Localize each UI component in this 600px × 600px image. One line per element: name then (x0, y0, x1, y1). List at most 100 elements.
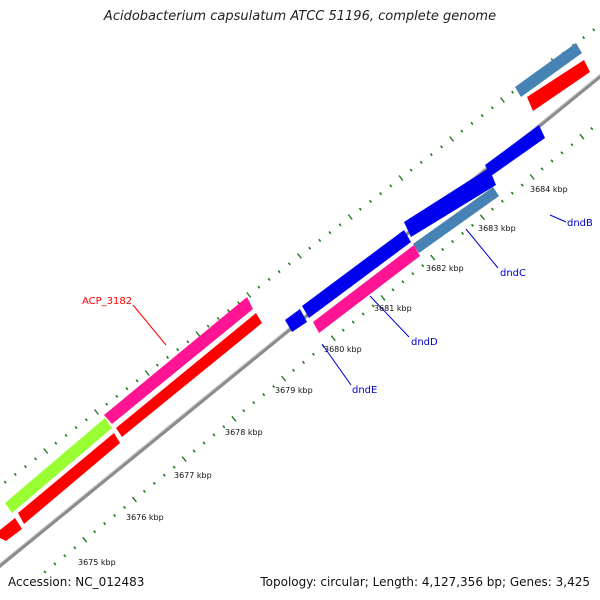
minor-tick (257, 285, 261, 289)
minor-tick (490, 207, 494, 211)
minor-tick (13, 472, 17, 477)
minor-tick (23, 465, 27, 469)
major-tick (330, 335, 336, 342)
accession-label: Accession: NC_012483 (8, 575, 145, 589)
gene-magenta-dndD[interactable] (313, 245, 420, 333)
major-tick (529, 174, 535, 180)
minor-tick (460, 129, 464, 133)
gene-label-dndb[interactable]: dndB (567, 218, 593, 229)
gene-red-left[interactable] (18, 433, 120, 524)
minor-tick (409, 168, 413, 172)
kbp-label: 3677 kbp (174, 471, 212, 480)
minor-tick (480, 114, 484, 118)
gene-red-top[interactable] (527, 60, 590, 111)
minor-tick (358, 207, 362, 211)
minor-tick (311, 352, 315, 356)
minor-tick (338, 223, 342, 227)
gene-magenta-acp[interactable] (104, 297, 253, 424)
minor-tick (451, 239, 455, 244)
gene-steelblue-top[interactable] (515, 43, 582, 97)
gene-label-dndd[interactable]: dndD (411, 337, 438, 348)
kbp-label: 3675 kbp (78, 558, 116, 567)
minor-tick (3, 480, 7, 484)
minor-tick (152, 481, 156, 485)
minor-tick (272, 384, 276, 389)
minor-tick (74, 426, 78, 430)
gene-steelblue-dndC[interactable] (413, 187, 499, 253)
kbp-label: 3684 kbp (530, 185, 568, 194)
minor-tick (267, 277, 271, 281)
minor-tick (308, 246, 312, 250)
minor-tick (226, 309, 230, 313)
minor-tick (520, 183, 524, 187)
minor-tick (590, 126, 594, 131)
major-tick (479, 214, 486, 221)
minor-tick (371, 304, 375, 308)
minor-tick (570, 143, 574, 147)
major-tick (246, 292, 252, 298)
minor-tick (113, 513, 117, 518)
minor-tick (43, 570, 47, 574)
minor-tick (391, 288, 395, 292)
gene-red-edge[interactable] (0, 518, 22, 541)
minor-tick (440, 145, 444, 149)
minor-tick (379, 192, 383, 196)
minor-tick (419, 160, 423, 164)
major-tick (131, 496, 137, 503)
minor-tick (301, 360, 306, 365)
minor-tick (511, 90, 515, 94)
gene-blue-dndB[interactable] (485, 125, 545, 176)
minor-tick (172, 465, 176, 469)
minor-tick (510, 191, 514, 195)
major-tick (93, 409, 99, 415)
minor-tick (401, 280, 405, 284)
gene-label-dndc[interactable]: dndC (500, 268, 526, 279)
minor-tick (287, 262, 291, 266)
minor-tick (341, 328, 345, 332)
minor-tick (540, 167, 544, 171)
kbp-label: 3683 kbp (478, 224, 516, 233)
gene-blue-dndD[interactable] (302, 230, 411, 318)
major-tick (579, 133, 585, 140)
minor-tick (351, 320, 355, 324)
minor-tick (361, 312, 365, 316)
gene-red-acp[interactable] (116, 313, 262, 437)
minor-tick (202, 441, 206, 445)
gene-blue-dndE[interactable] (285, 309, 307, 332)
minor-tick (105, 402, 109, 406)
major-tick (380, 294, 386, 301)
gene-label-acp-3182[interactable]: ACP_3182 (82, 296, 132, 307)
minor-tick (421, 264, 425, 268)
minor-tick (222, 425, 226, 429)
minor-tick (212, 433, 216, 437)
minor-tick (166, 355, 170, 359)
minor-tick (53, 562, 57, 566)
inner-tick-row (43, 126, 594, 574)
gene-label-dnde[interactable]: dndE (352, 385, 377, 396)
minor-tick (368, 199, 373, 204)
kbp-label: 3676 kbp (126, 513, 164, 522)
minor-tick (277, 270, 281, 274)
minor-tick (441, 247, 445, 252)
minor-tick (500, 199, 504, 203)
major-tick (43, 448, 49, 454)
minor-tick (429, 153, 433, 157)
minor-tick (64, 433, 68, 437)
minor-tick (461, 231, 465, 235)
major-tick (82, 536, 88, 543)
gene-lime[interactable] (5, 418, 112, 513)
major-tick (347, 214, 353, 220)
minor-tick (411, 272, 415, 276)
kbp-labels: 3675 kbp 3676 kbp 3677 kbp 3678 kbp 3679… (78, 185, 568, 567)
kbp-label: 3678 kbp (225, 428, 263, 437)
minor-tick (103, 521, 107, 526)
label-leaders (132, 214, 567, 386)
minor-tick (122, 505, 127, 510)
minor-tick (84, 418, 88, 422)
gene-blue-dndC[interactable] (404, 168, 496, 237)
minor-tick (582, 36, 586, 40)
map-title: Acidobacterium capsulatum ATCC 51196, co… (103, 9, 497, 24)
minor-tick (252, 401, 256, 405)
minor-tick (125, 387, 129, 391)
